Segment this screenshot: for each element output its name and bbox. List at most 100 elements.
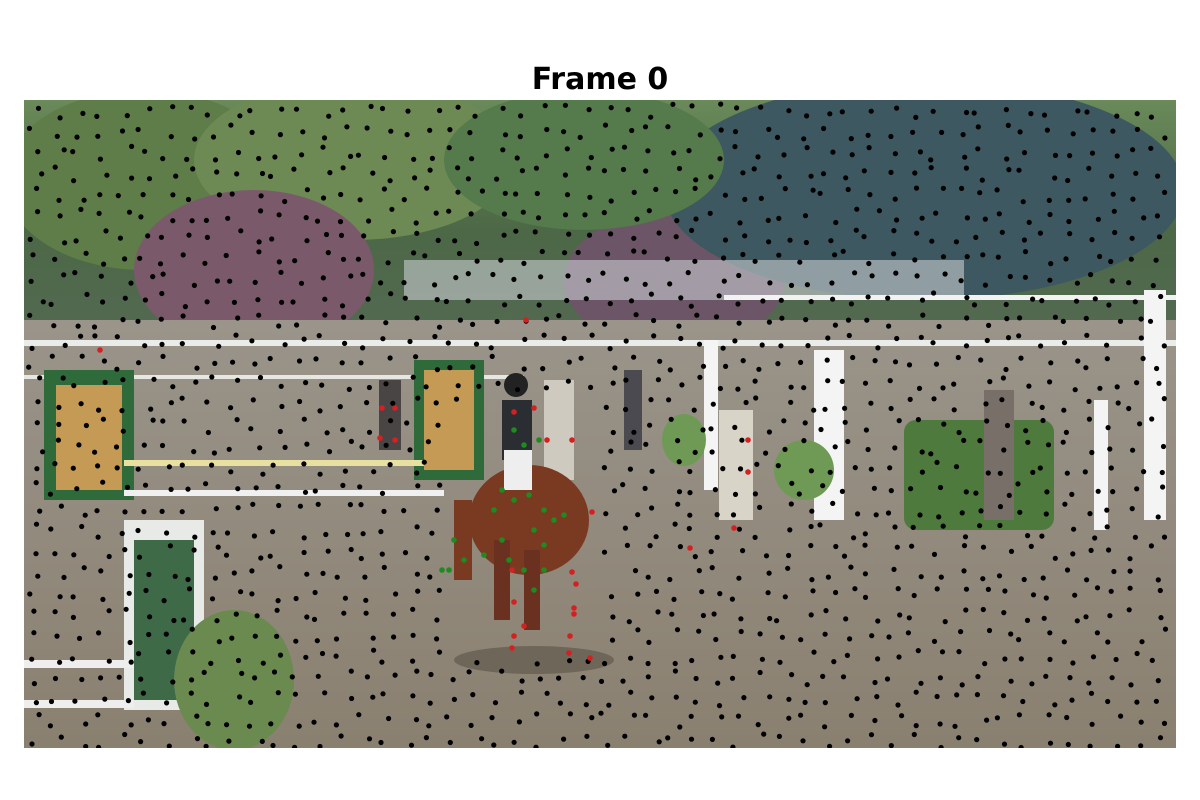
track-point — [124, 113, 130, 119]
track-point — [235, 505, 241, 511]
track-point — [862, 571, 869, 577]
track-point — [338, 191, 344, 198]
track-point — [474, 240, 480, 247]
track-point — [141, 509, 147, 515]
track-point — [270, 742, 276, 748]
track-point — [346, 386, 352, 392]
track-point — [673, 189, 679, 195]
track-point — [717, 385, 724, 392]
track-point — [142, 148, 148, 154]
track-point — [907, 396, 913, 402]
track-point — [848, 136, 854, 142]
track-point — [1156, 380, 1162, 386]
track-point — [340, 256, 347, 262]
track-point — [696, 341, 703, 347]
track-point-foreground — [461, 557, 467, 563]
track-point — [468, 211, 474, 217]
track-point — [364, 125, 370, 131]
track-point — [180, 313, 186, 319]
track-point — [1128, 256, 1134, 262]
track-point — [647, 422, 653, 428]
track-point — [830, 500, 836, 506]
track-point — [763, 553, 770, 559]
track-point — [994, 187, 1000, 193]
track-point-outlier — [589, 509, 595, 515]
track-point — [1030, 469, 1036, 475]
track-point — [538, 274, 544, 280]
track-point — [934, 586, 940, 592]
track-point — [83, 422, 89, 429]
track-point — [668, 416, 674, 422]
track-point — [534, 190, 540, 197]
track-point — [986, 627, 993, 634]
track-point — [1083, 365, 1089, 371]
track-point — [1016, 333, 1022, 339]
track-point — [1159, 469, 1165, 476]
track-point — [52, 461, 58, 467]
track-point — [415, 588, 421, 594]
track-point — [362, 574, 368, 580]
track-point — [937, 484, 944, 491]
track-point — [956, 649, 962, 655]
track-point — [866, 260, 872, 267]
track-point — [239, 670, 245, 677]
track-point — [27, 312, 33, 318]
track-point — [210, 134, 217, 140]
track-point — [1153, 698, 1159, 704]
track-point — [75, 323, 81, 329]
track-point — [718, 127, 724, 133]
track-point — [182, 304, 188, 310]
track-point-foreground — [536, 437, 542, 443]
track-point — [259, 170, 266, 177]
track-point — [986, 322, 992, 328]
track-point — [410, 632, 416, 638]
track-point — [113, 444, 120, 450]
track-point — [1106, 547, 1112, 553]
track-point — [984, 717, 990, 723]
track-point — [1161, 343, 1167, 349]
track-point — [381, 508, 387, 514]
track-point — [1110, 128, 1116, 134]
track-point — [1074, 280, 1080, 286]
track-point — [603, 404, 609, 410]
track-point — [1066, 197, 1072, 203]
track-point — [1155, 173, 1161, 179]
track-point — [126, 590, 132, 596]
track-point — [580, 675, 586, 681]
track-point — [1018, 355, 1024, 361]
track-point — [1064, 714, 1070, 721]
track-point — [96, 407, 102, 413]
track-point — [665, 124, 671, 130]
track-point — [777, 659, 783, 665]
track-point — [540, 366, 546, 372]
track-point — [123, 606, 129, 612]
track-point — [997, 522, 1003, 529]
track-point — [135, 126, 141, 133]
track-point — [238, 228, 244, 234]
track-point — [83, 721, 89, 727]
track-point — [980, 606, 986, 613]
track-point — [159, 341, 165, 347]
track-point — [37, 375, 43, 381]
track-point — [863, 427, 870, 433]
track-point — [1157, 735, 1164, 741]
track-point — [364, 400, 370, 406]
track-point — [843, 175, 849, 181]
track-point — [845, 438, 851, 445]
track-point — [48, 301, 54, 307]
track-point — [864, 317, 870, 323]
track-point — [514, 387, 521, 393]
track-point — [348, 546, 354, 553]
track-point — [60, 375, 66, 381]
track-point — [808, 523, 814, 530]
track-point — [55, 437, 61, 443]
track-point — [583, 296, 589, 302]
track-point — [645, 660, 651, 667]
track-point — [27, 591, 33, 597]
track-point — [267, 553, 273, 559]
track-point — [76, 635, 83, 642]
track-point — [611, 488, 618, 494]
track-point — [421, 459, 427, 465]
track-point — [316, 333, 322, 339]
track-point — [348, 438, 354, 444]
